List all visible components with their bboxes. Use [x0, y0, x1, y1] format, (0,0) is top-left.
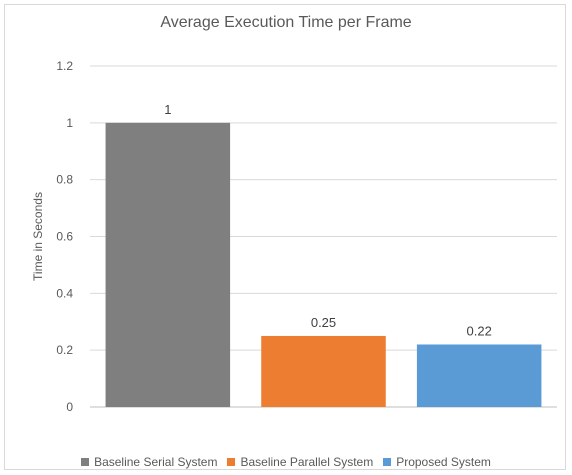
legend-swatch: [227, 458, 236, 466]
legend-label: Proposed System: [396, 455, 491, 469]
data-label: 0.25: [311, 315, 336, 330]
legend-label: Baseline Parallel System: [240, 455, 374, 469]
y-tick-label: 1: [66, 116, 73, 130]
chart-legend: Baseline Serial System Baseline Parallel …: [0, 455, 572, 469]
legend-swatch: [383, 458, 392, 466]
legend-swatch: [81, 458, 90, 466]
chart-title: Average Execution Time per Frame: [160, 14, 412, 31]
y-tick-label: 0.2: [56, 343, 73, 357]
bar-1: [105, 122, 231, 407]
data-label: 0.22: [467, 323, 492, 338]
bar-2: [261, 335, 386, 407]
bar-3: [416, 344, 542, 407]
legend-item: Baseline Parallel System: [227, 455, 373, 469]
y-tick-label: 0.8: [56, 173, 73, 187]
legend-item: Proposed System: [383, 455, 491, 469]
legend-label: Baseline Serial System: [94, 455, 218, 469]
y-tick-label: 1.2: [56, 59, 73, 73]
y-tick-label: 0.6: [56, 230, 73, 244]
legend-item: Baseline Serial System: [81, 455, 217, 469]
y-tick-label: 0: [66, 400, 73, 414]
y-tick-label: 0.4: [56, 286, 73, 300]
data-label: 1: [164, 102, 171, 117]
y-axis-label: Time in Seconds: [31, 192, 45, 281]
